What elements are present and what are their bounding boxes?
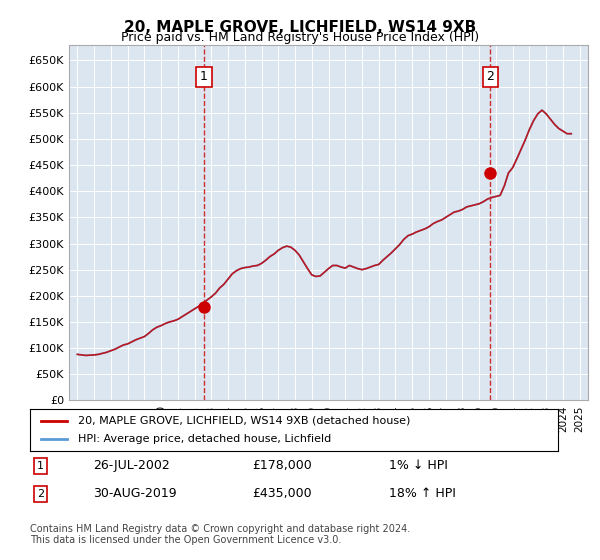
- Text: 18% ↑ HPI: 18% ↑ HPI: [389, 487, 456, 501]
- Text: 30-AUG-2019: 30-AUG-2019: [94, 487, 177, 501]
- Text: 26-JUL-2002: 26-JUL-2002: [94, 459, 170, 473]
- Text: £435,000: £435,000: [252, 487, 311, 501]
- Text: HPI: Average price, detached house, Lichfield: HPI: Average price, detached house, Lich…: [77, 434, 331, 444]
- Text: 1: 1: [200, 71, 208, 83]
- Text: 20, MAPLE GROVE, LICHFIELD, WS14 9XB (detached house): 20, MAPLE GROVE, LICHFIELD, WS14 9XB (de…: [77, 416, 410, 426]
- Text: Price paid vs. HM Land Registry's House Price Index (HPI): Price paid vs. HM Land Registry's House …: [121, 31, 479, 44]
- Text: 2: 2: [37, 489, 44, 499]
- Text: Contains HM Land Registry data © Crown copyright and database right 2024.
This d: Contains HM Land Registry data © Crown c…: [30, 524, 410, 545]
- Text: 1: 1: [37, 461, 44, 471]
- Text: 2: 2: [486, 71, 494, 83]
- Text: £178,000: £178,000: [252, 459, 311, 473]
- Text: 1% ↓ HPI: 1% ↓ HPI: [389, 459, 448, 473]
- Text: 20, MAPLE GROVE, LICHFIELD, WS14 9XB: 20, MAPLE GROVE, LICHFIELD, WS14 9XB: [124, 20, 476, 35]
